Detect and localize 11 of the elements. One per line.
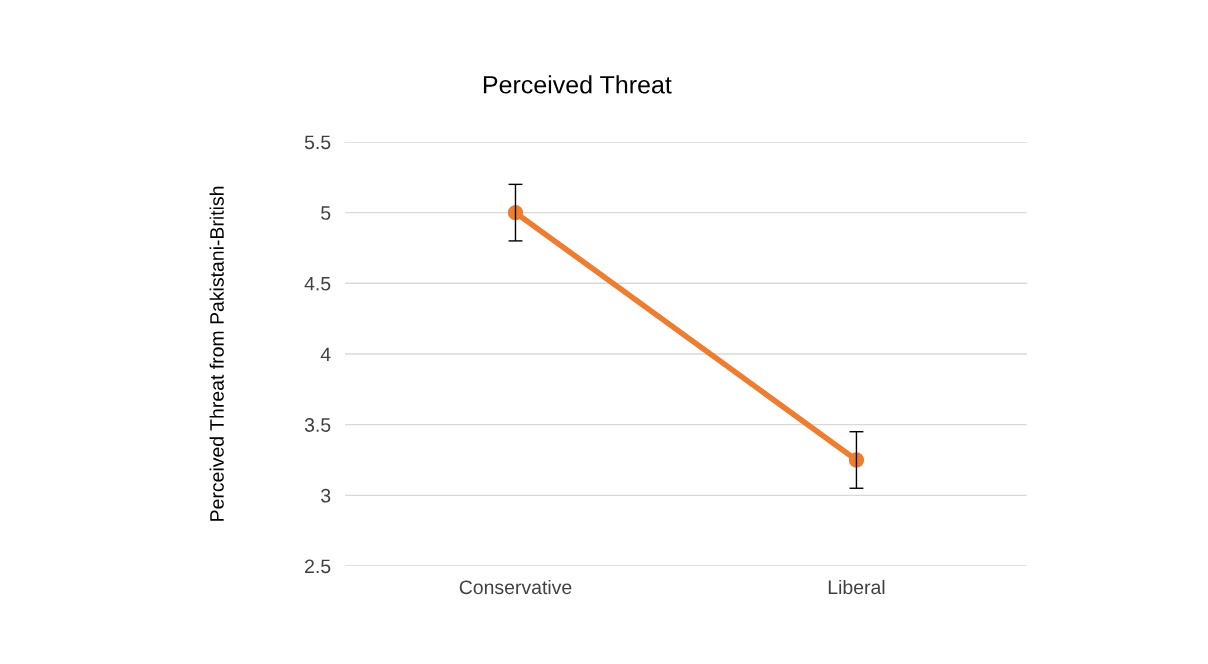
y-tick-label: 4 <box>320 347 331 362</box>
y-axis-title: Perceived Threat from Pakistani-British <box>209 186 224 521</box>
y-tick-label: 2.5 <box>305 559 331 574</box>
y-tick-label: 5.5 <box>304 135 331 150</box>
x-tick-label: Liberal <box>828 579 885 595</box>
y-tick-label: 5 <box>321 206 331 220</box>
y-tick-label: 4.5 <box>304 276 331 291</box>
y-tick-label: 3.5 <box>304 418 331 432</box>
y-tick-label: 3 <box>321 488 331 503</box>
x-tick-label: Conservative <box>459 579 572 595</box>
chart-title: Perceived Threat <box>483 75 672 94</box>
